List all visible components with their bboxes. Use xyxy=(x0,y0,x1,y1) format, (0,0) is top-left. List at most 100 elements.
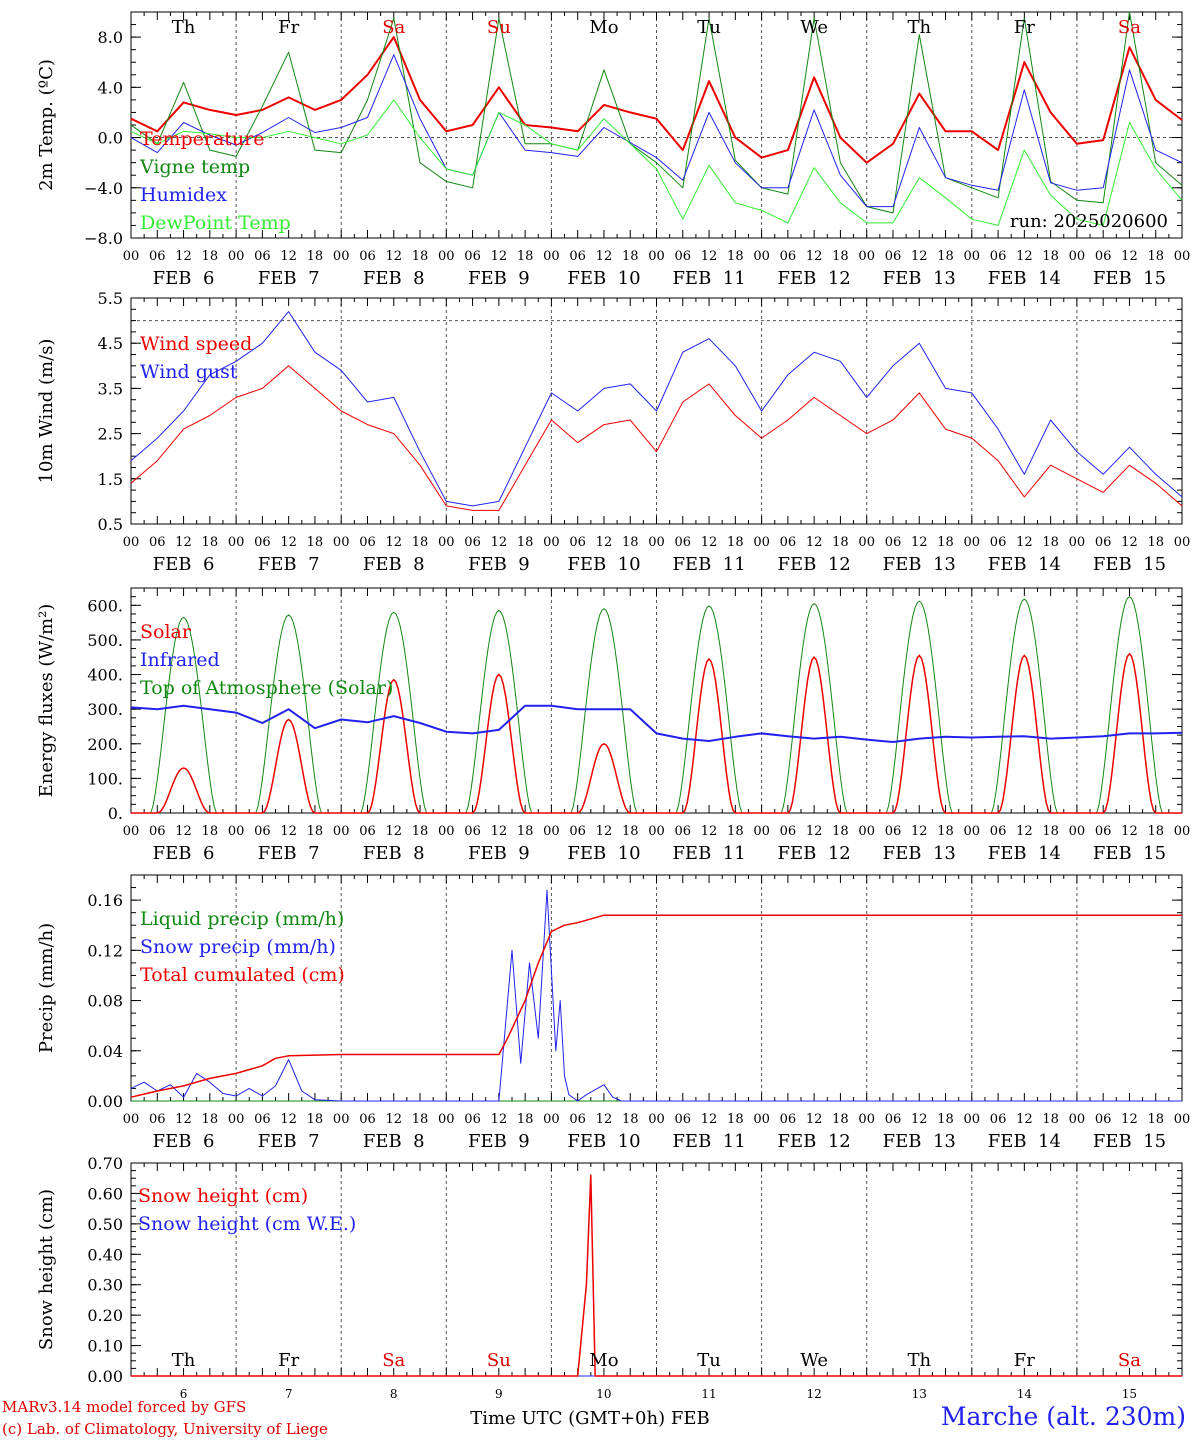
x-hour-label: 06 xyxy=(569,824,586,839)
x-date-label: FEB 9 xyxy=(468,554,530,575)
legend-entry: Vigne temp xyxy=(139,156,250,178)
weekday-label: Fr xyxy=(1014,1350,1035,1371)
x-hour-label: 18 xyxy=(1042,535,1059,550)
x-hour-label: 12 xyxy=(1016,824,1033,839)
y-tick-label: 0.50 xyxy=(87,1215,123,1234)
legend-entry: Total cumulated (cm) xyxy=(140,964,345,986)
x-hour-label: 06 xyxy=(254,249,271,264)
lab-credit: (c) Lab. of Climatology, University of L… xyxy=(2,1420,328,1438)
x-hour-label: 00 xyxy=(753,249,770,264)
x-hour-label: 18 xyxy=(727,535,744,550)
x-date-label: FEB 11 xyxy=(672,268,745,289)
legend-entry: Liquid precip (mm/h) xyxy=(140,908,344,930)
x-hour-label: 12 xyxy=(491,535,508,550)
x-hour-label: 18 xyxy=(412,824,429,839)
x-hour-label: 00 xyxy=(228,535,245,550)
x-date-label: FEB 15 xyxy=(1093,554,1166,575)
weekday-label: Mo xyxy=(589,17,618,38)
x-hour-label: 00 xyxy=(438,824,455,839)
x-hour-label: 06 xyxy=(675,824,692,839)
legend-entry: Snow height (cm) xyxy=(138,1185,308,1207)
panel-wind: 0.5 1.5 2.5 3.5 4.5 5.5 10m Wind (m/s) 00 06 12 18… xyxy=(36,289,1190,575)
x-hour-label: 00 xyxy=(1174,824,1191,839)
x-hour-label: 12 xyxy=(280,249,297,264)
x-hour-label: 00 xyxy=(1174,1112,1191,1127)
legend-entry: Wind gust xyxy=(140,361,238,383)
x-hour-label: 18 xyxy=(1147,535,1164,550)
x-hour-label: 12 xyxy=(280,824,297,839)
y-tick-label: 0.04 xyxy=(87,1042,123,1061)
x-hour-label: 12 xyxy=(385,824,402,839)
x-hour-label: 18 xyxy=(202,1112,219,1127)
x-hour-label: 06 xyxy=(885,249,902,264)
x-hour-label: 06 xyxy=(885,535,902,550)
x-hour-label: 06 xyxy=(359,249,376,264)
legend-entry: Snow height (cm W.E.) xyxy=(138,1213,356,1235)
x-hour-label: 12 xyxy=(175,1112,192,1127)
weekday-label: Sa xyxy=(382,17,405,38)
x-hour-label: 12 xyxy=(1016,1112,1033,1127)
run-label: run: 2025020600 xyxy=(1010,211,1168,232)
y-tick-label: 0.40 xyxy=(87,1245,123,1264)
x-hour-label: 06 xyxy=(1095,824,1112,839)
x-hour-label: 18 xyxy=(622,249,639,264)
x-hour-label: 06 xyxy=(1095,535,1112,550)
x-hour-label: 00 xyxy=(753,535,770,550)
x-hour-label: 12 xyxy=(1121,249,1138,264)
y-tick-label: 3.5 xyxy=(98,379,123,398)
x-date-label: FEB 14 xyxy=(988,268,1061,289)
x-hour-label: 18 xyxy=(1147,249,1164,264)
legend-entry: DewPoint Temp xyxy=(140,212,291,234)
x-hour-label: 00 xyxy=(1174,535,1191,550)
x-hour-label: 00 xyxy=(1069,824,1086,839)
x-hour-label: 12 xyxy=(1016,535,1033,550)
x-hour-label: 18 xyxy=(1042,824,1059,839)
y-tick-label: 0.70 xyxy=(87,1154,123,1173)
series-total-cumulated xyxy=(130,914,1182,1098)
y-tick-label: 0.16 xyxy=(87,891,123,910)
x-hour-label: 06 xyxy=(675,535,692,550)
x-date-label: FEB 14 xyxy=(988,1131,1061,1152)
x-hour-label: 18 xyxy=(1042,1112,1059,1127)
x-hour-label: 12 xyxy=(806,249,823,264)
x-hour-label: 12 xyxy=(806,824,823,839)
x-hour-label: 00 xyxy=(1069,535,1086,550)
x-date-label: FEB 12 xyxy=(778,554,851,575)
x-hour-label: 18 xyxy=(1147,1112,1164,1127)
x-hour-label: 18 xyxy=(727,249,744,264)
x-hour-label: 12 xyxy=(701,535,718,550)
x-date-label: FEB 6 xyxy=(153,554,215,575)
x-hour-label: 18 xyxy=(1042,249,1059,264)
x-hour-label: 18 xyxy=(307,249,324,264)
x-hour-label: 12 xyxy=(175,249,192,264)
x-hour-label: 06 xyxy=(569,1112,586,1127)
x-hour-label: 12 xyxy=(911,1112,928,1127)
x-hour-label: 06 xyxy=(990,1112,1007,1127)
y-tick-label: 0.5 xyxy=(98,515,123,534)
series-wind-speed xyxy=(130,365,1183,511)
legend-entry: Snow precip (mm/h) xyxy=(140,936,336,958)
x-hour-label: 12 xyxy=(491,249,508,264)
y-axis-label: Precip (mm/h) xyxy=(36,923,57,1053)
x-hour-label: 00 xyxy=(964,1112,981,1127)
weekday-label: Fr xyxy=(278,17,299,38)
x-hour-label: 00 xyxy=(123,535,140,550)
x-hour-label: 00 xyxy=(438,1112,455,1127)
x-hour-label: 06 xyxy=(990,535,1007,550)
weekday-label: Th xyxy=(172,17,196,38)
legend-entry: Top of Atmosphere (Solar) xyxy=(140,677,393,699)
x-hour-label: 12 xyxy=(491,1112,508,1127)
x-date-label: FEB 9 xyxy=(468,843,530,864)
x-hour-label: 18 xyxy=(1147,824,1164,839)
x-hour-label: 18 xyxy=(517,249,534,264)
x-hour-label: 00 xyxy=(858,824,875,839)
x-hour-label: 12 xyxy=(806,535,823,550)
x-hour-label: 00 xyxy=(333,1112,350,1127)
weekday-label: Tu xyxy=(697,17,721,38)
x-date-label: FEB 8 xyxy=(363,1131,425,1152)
x-hour-label: 12 xyxy=(491,824,508,839)
x-hour-label: 00 xyxy=(964,824,981,839)
x-hour-label: 12 xyxy=(596,249,613,264)
x-date-label: FEB 11 xyxy=(672,554,745,575)
x-hour-label: 12 xyxy=(806,1112,823,1127)
